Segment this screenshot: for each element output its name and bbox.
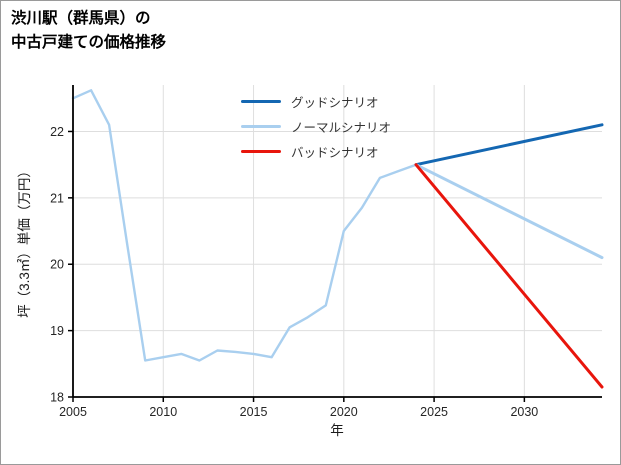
legend-label-bad: バッドシナリオ xyxy=(291,146,379,160)
legend-line-normal xyxy=(241,124,281,129)
series-line-good xyxy=(414,123,604,167)
y-axis-label: 坪（3.3㎡）単価（万円） xyxy=(17,164,32,318)
x-tick-label-2020: 2020 xyxy=(330,405,358,419)
legend-line-bad xyxy=(241,149,281,154)
series-line-normal xyxy=(414,163,604,260)
x-tick-label-2030: 2030 xyxy=(510,405,538,419)
x-axis-label: 年 xyxy=(330,423,344,438)
x-tick-label-2010: 2010 xyxy=(149,405,177,419)
y-tick-label-20: 20 xyxy=(50,258,64,272)
chart-title: 渋川駅（群馬県）の 中古戸建ての価格推移 xyxy=(11,7,166,55)
y-tick-label-19: 19 xyxy=(50,324,64,338)
y-tick-label-21: 21 xyxy=(50,191,64,205)
legend-line-good xyxy=(241,99,281,104)
legend: グッドシナリオ ノーマルシナリオ バッドシナリオ xyxy=(241,93,391,160)
legend-item-normal: ノーマルシナリオ xyxy=(241,118,391,135)
x-tick-label-2015: 2015 xyxy=(240,405,268,419)
series-line-bad xyxy=(414,163,604,389)
chart-title-line2: 中古戸建ての価格推移 xyxy=(11,34,167,52)
series-line-history xyxy=(71,89,418,362)
x-tick-label-2005: 2005 xyxy=(59,405,87,419)
x-tick-label-2025: 2025 xyxy=(420,405,448,419)
y-tick-label-22: 22 xyxy=(50,125,64,139)
legend-item-bad: バッドシナリオ xyxy=(241,143,391,160)
y-tick-label-18: 18 xyxy=(50,391,64,405)
legend-label-normal: ノーマルシナリオ xyxy=(291,121,392,135)
chart-title-line1: 渋川駅（群馬県）の xyxy=(11,10,151,27)
legend-label-good: グッドシナリオ xyxy=(291,96,379,110)
legend-item-good: グッドシナリオ xyxy=(241,93,391,110)
